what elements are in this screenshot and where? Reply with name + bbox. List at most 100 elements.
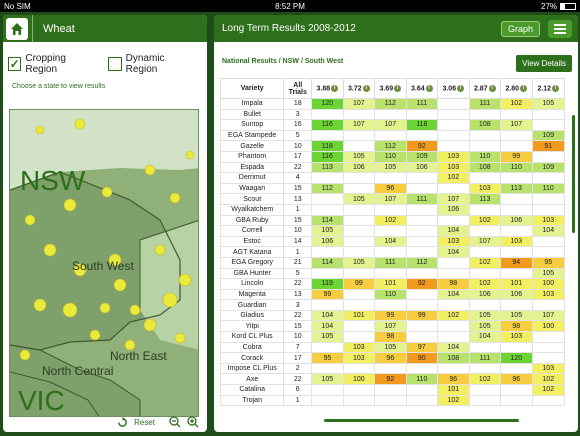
reset-button[interactable]: Reset	[134, 417, 155, 427]
info-icon[interactable]: i	[331, 84, 339, 92]
vertical-scrollbar[interactable]	[572, 115, 575, 233]
table-row[interactable]: Correll 10 105 104 104	[219, 225, 565, 237]
yield-cell: 103	[437, 235, 470, 248]
home-button[interactable]	[6, 17, 28, 40]
table-row[interactable]: Corack 17 95 103 96 90 108 111 120	[219, 352, 565, 364]
variety-cell: Correll	[219, 225, 285, 237]
breadcrumb[interactable]: National Results / NSW / South West	[222, 58, 344, 65]
yield-cell	[500, 172, 533, 184]
table-row[interactable]: Trojan 1 102	[219, 394, 565, 407]
column-header-yield[interactable]: 2.87 i	[468, 78, 502, 99]
yield-cell	[374, 172, 407, 184]
yield-cell	[500, 299, 533, 311]
table-row[interactable]: Phantom 17 116 105 110 109 103 110 99	[219, 150, 565, 163]
table-row[interactable]: Impose CL Plus 2 103	[219, 362, 565, 375]
table-row[interactable]: Gazelle 10 118 112 92 91	[219, 140, 565, 152]
yield-cell	[342, 299, 376, 311]
yield-cell: 103	[500, 331, 533, 343]
trials-cell: 2	[283, 362, 313, 375]
variety-cell: Impose CL Plus	[219, 362, 285, 375]
column-header-yield[interactable]: 3.72 i	[342, 78, 376, 99]
yield-cell: 95	[311, 352, 344, 364]
table-row[interactable]: EGA Gregory 21 114 105 111 112 102 94 95	[219, 256, 565, 269]
trials-cell: 10	[283, 140, 313, 152]
yield-cell	[468, 140, 502, 152]
horizontal-scrollbar[interactable]	[324, 419, 519, 422]
yield-cell	[531, 394, 565, 407]
yield-cell: 108	[468, 161, 502, 174]
trials-cell: 15	[283, 320, 313, 333]
cropping-region-label[interactable]: Cropping Region	[25, 53, 66, 75]
info-icon[interactable]: i	[457, 84, 465, 92]
yield-cell	[342, 394, 376, 407]
menu-button[interactable]	[548, 19, 572, 38]
view-details-button[interactable]: View Details	[516, 55, 572, 72]
yield-cell: 118	[311, 140, 344, 152]
table-row[interactable]: Gladius 22 104 101 99 99 102 105 105 107	[219, 309, 565, 322]
table-row[interactable]: Cobra 7 103 105 97 104	[219, 341, 565, 354]
column-header-yield[interactable]: 2.80 i	[500, 78, 533, 99]
table-row[interactable]: Catalina 6 101 102	[219, 384, 565, 396]
region-map[interactable]: NSW South West North East North Central …	[9, 109, 199, 417]
table-row[interactable]: GBA Hunter 5 105	[219, 267, 565, 280]
yield-cell	[500, 129, 533, 142]
reset-icon[interactable]	[117, 416, 128, 428]
info-icon[interactable]: i	[488, 84, 496, 92]
table-row[interactable]: Axe 22 105 100 92 110 96 102 96 102	[219, 373, 565, 386]
yield-cell	[342, 225, 376, 237]
table-row[interactable]: Lincoln 22 119 99 101 92 98 102 101 100	[219, 278, 565, 290]
table-row[interactable]: Suntop 16 116 107 107 118 108 107	[219, 119, 565, 131]
trials-cell: 13	[283, 193, 313, 205]
table-row[interactable]: GBA Ruby 15 114 102 102 106 103	[219, 214, 565, 227]
table-body: Impala 18 120 107 112 111 111 102 105 Bullet 3 Sunt…	[219, 98, 565, 407]
table-row[interactable]: AGT Katana 1 104	[219, 246, 565, 258]
table-row[interactable]: Wyalkatchem 1 106	[219, 203, 565, 216]
column-header-yield[interactable]: 3.69 i	[374, 78, 407, 99]
info-icon[interactable]: i	[362, 84, 370, 92]
table-row[interactable]: Scout 13 105 107 111 107 113	[219, 193, 565, 205]
yield-cell: 96	[500, 373, 533, 386]
yield-cell: 116	[311, 119, 344, 131]
yield-cell	[437, 267, 470, 280]
info-icon[interactable]: i	[552, 84, 560, 92]
table-row[interactable]: Guardian 3	[219, 299, 565, 311]
yield-cell	[500, 193, 533, 205]
column-header-yield[interactable]: 2.12 i	[531, 78, 565, 99]
region-toggle: ✓ Cropping Region Dynamic Region	[3, 50, 207, 78]
table-row[interactable]: Waagan 15 112 96 103 113 110	[219, 182, 565, 195]
yield-cell	[531, 119, 565, 131]
yield-cell: 98	[374, 331, 407, 343]
dynamic-region-label[interactable]: Dynamic Region	[125, 53, 165, 75]
yield-cell: 102	[500, 98, 533, 110]
yield-cell: 107	[468, 235, 502, 248]
clock-text: 8:52 PM	[275, 1, 305, 11]
table-row[interactable]: Espada 22 113 106 105 106 103 108 110 109	[219, 161, 565, 174]
yield-cell	[468, 225, 502, 237]
table-row[interactable]: Derrimut 4 102	[219, 172, 565, 184]
column-header-yield[interactable]: 3.64 i	[405, 78, 439, 99]
table-row[interactable]: Impala 18 120 107 112 111 111 102 105	[219, 98, 565, 110]
table-row[interactable]: Bullet 3	[219, 108, 565, 121]
table-row[interactable]: EGA Stampede 5 109	[219, 129, 565, 142]
table-row[interactable]: Estoc 14 106 104 103 107 103	[219, 235, 565, 248]
trials-cell: 3	[283, 299, 313, 311]
column-header-yield[interactable]: 3.06 i	[437, 78, 470, 99]
column-header-yield[interactable]: 3.88 i	[311, 78, 344, 99]
zoom-out-icon[interactable]	[169, 416, 181, 428]
graph-button[interactable]: Graph	[500, 20, 540, 37]
variety-cell: Guardian	[219, 299, 285, 311]
zoom-in-icon[interactable]	[187, 416, 199, 428]
yield-cell: 113	[468, 193, 502, 205]
yield-cell: 102	[437, 394, 470, 407]
dynamic-region-checkbox[interactable]	[108, 57, 122, 71]
info-icon[interactable]: i	[520, 84, 528, 92]
cropping-region-checkbox[interactable]: ✓	[8, 57, 22, 71]
info-icon[interactable]: i	[425, 84, 433, 92]
table-row[interactable]: Yitpi 15 104 107 105 98 100	[219, 320, 565, 333]
yield-cell	[311, 129, 344, 142]
table-row[interactable]: Magenta 13 99 110 104 106 106 103	[219, 288, 565, 301]
table-row[interactable]: Kord CL Plus 10 105 98 104 103	[219, 331, 565, 343]
yield-cell: 108	[437, 352, 470, 364]
yield-cell: 103	[468, 182, 502, 195]
info-icon[interactable]: i	[394, 84, 402, 92]
